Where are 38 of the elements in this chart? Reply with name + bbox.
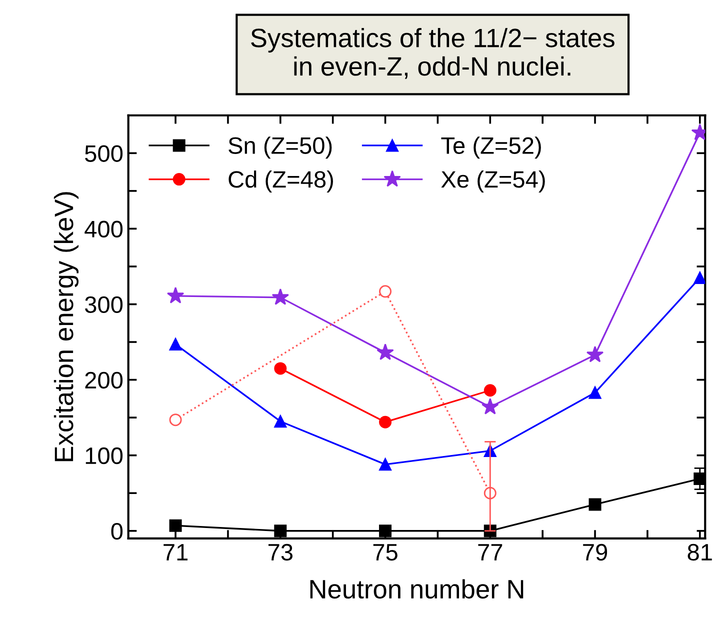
x-tick-label: 73	[268, 544, 292, 561]
point	[379, 416, 392, 428]
point	[274, 524, 287, 538]
point	[588, 386, 602, 399]
y-tick-label: 500	[85, 145, 123, 162]
point	[274, 415, 287, 428]
point	[166, 286, 184, 304]
y-tick-label: 300	[84, 296, 123, 314]
point	[169, 338, 182, 351]
chart-title: Systematics of the 11/2− states in even-Z, odd-N nuclei.	[251, 28, 614, 79]
x-tick-label: 75	[373, 544, 398, 561]
point	[694, 272, 706, 284]
x-tick-label: 79	[583, 544, 608, 561]
point	[379, 524, 392, 538]
x-tick-label: 77	[478, 544, 502, 560]
point	[379, 285, 392, 298]
point	[272, 288, 290, 305]
y-axis-title: Excitation energy (keV)	[54, 192, 79, 462]
point	[586, 346, 604, 362]
point	[274, 362, 287, 375]
y-tick-label: 200	[85, 372, 123, 389]
point	[588, 498, 602, 511]
point	[379, 458, 392, 471]
point	[169, 519, 182, 532]
legend-label: Sn (Z=50)	[228, 136, 332, 159]
y-tick-label: 100	[86, 447, 123, 464]
x-axis-title: Neutron number N	[310, 579, 524, 599]
legend-label: Cd (Z=48)	[228, 170, 333, 192]
point	[484, 384, 496, 397]
x-tick-label: 71	[164, 544, 188, 560]
point	[482, 398, 499, 414]
point	[376, 344, 394, 360]
legend-label: Te (Z=52)	[441, 136, 541, 159]
point	[169, 414, 182, 426]
x-tick-label: 81	[688, 544, 712, 561]
legend-label: Xe (Z=54)	[441, 170, 545, 192]
y-tick-label: 0	[111, 522, 123, 540]
y-tick-label: 400	[84, 220, 123, 238]
